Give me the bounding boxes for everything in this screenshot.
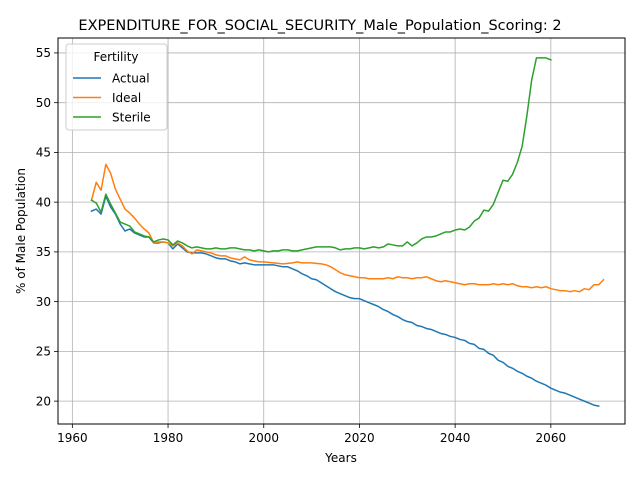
legend-label-sterile: Sterile bbox=[112, 110, 151, 124]
x-tick-label: 1960 bbox=[57, 431, 88, 445]
series-line-sterile bbox=[90, 57, 552, 253]
x-tick-label: 1980 bbox=[153, 431, 184, 445]
axes-frame bbox=[57, 37, 626, 425]
y-tick-label: 45 bbox=[36, 146, 51, 160]
x-tick-label: 2040 bbox=[440, 431, 471, 445]
series-layer bbox=[90, 57, 605, 407]
x-axis-label: Years bbox=[324, 451, 357, 465]
series-line-actual bbox=[90, 195, 600, 407]
legend-entries: Actual Ideal Sterile bbox=[73, 71, 151, 124]
x-tick-label: 2060 bbox=[536, 431, 567, 445]
y-axis-ticks: 20 25 30 35 40 45 50 55 bbox=[36, 46, 58, 408]
y-tick-label: 50 bbox=[36, 96, 51, 110]
y-tick-label: 25 bbox=[36, 345, 51, 359]
chart-title: EXPENDITURE_FOR_SOCIAL_SECURITY_Male_Pop… bbox=[78, 18, 561, 34]
y-tick-label: 35 bbox=[36, 245, 51, 259]
x-axis-ticks: 1960 1980 2000 2020 2040 2060 bbox=[57, 424, 566, 445]
y-tick-label: 30 bbox=[36, 295, 51, 309]
legend-title: Fertility bbox=[93, 50, 138, 64]
x-tick-label: 2020 bbox=[344, 431, 375, 445]
y-axis-label: % of Male Population bbox=[14, 168, 28, 294]
y-tick-label: 40 bbox=[36, 195, 51, 209]
legend-label-actual: Actual bbox=[112, 71, 150, 85]
legend-label-ideal: Ideal bbox=[112, 91, 141, 105]
legend: Fertility Actual Ideal Sterile bbox=[65, 43, 168, 131]
y-tick-label: 20 bbox=[36, 394, 51, 408]
grid-lines bbox=[58, 38, 625, 424]
legend-box bbox=[65, 43, 168, 131]
series-line-ideal bbox=[90, 163, 605, 293]
x-tick-label: 2000 bbox=[248, 431, 279, 445]
y-tick-label: 55 bbox=[36, 46, 51, 60]
